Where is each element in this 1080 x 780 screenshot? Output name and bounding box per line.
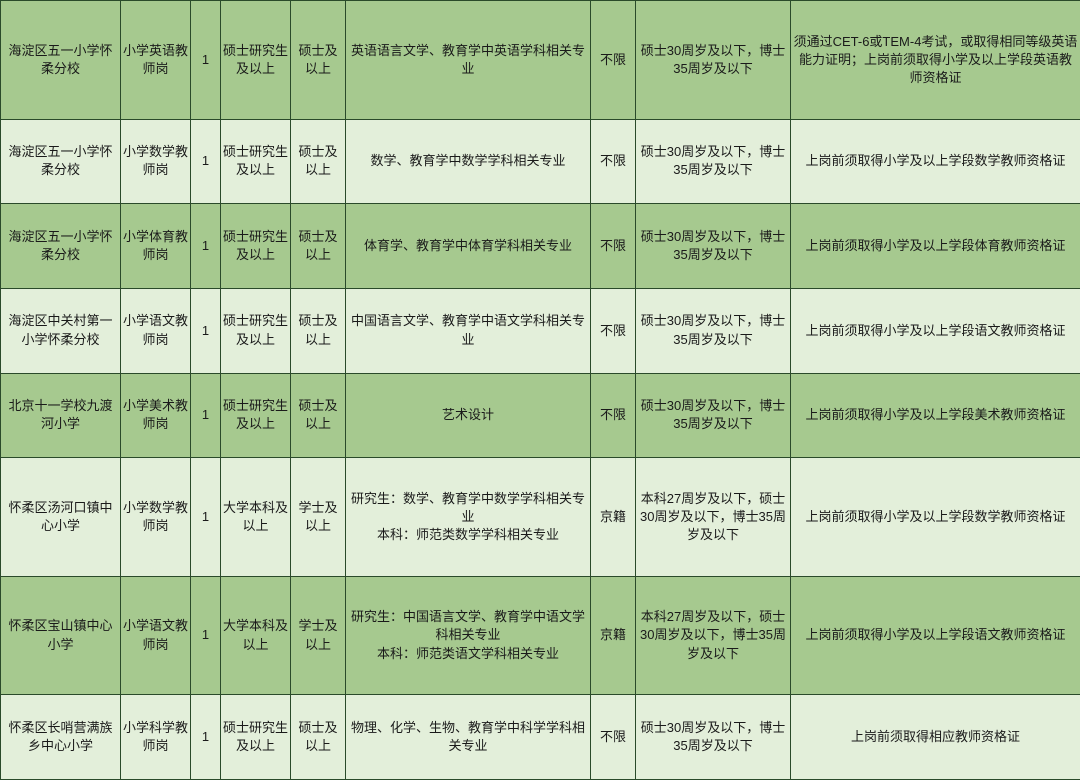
table-cell: 本科27周岁及以下，硕士30周岁及以下，博士35周岁及以下 <box>636 576 791 695</box>
table-cell: 京籍 <box>591 576 636 695</box>
table-cell: 大学本科及以上 <box>221 458 291 577</box>
table-cell: 不限 <box>591 119 636 204</box>
table-cell: 硕士研究生及以上 <box>221 288 291 373</box>
table-cell: 中国语言文学、教育学中语文学科相关专业 <box>346 288 591 373</box>
table-cell: 不限 <box>591 695 636 780</box>
table-row: 怀柔区宝山镇中心小学小学语文教师岗1大学本科及以上学士及以上研究生：中国语言文学… <box>1 576 1080 695</box>
table-cell: 1 <box>191 695 221 780</box>
table-cell: 硕士及以上 <box>291 695 346 780</box>
table-row: 怀柔区汤河口镇中心小学小学数学教师岗1大学本科及以上学士及以上研究生：数学、教育… <box>1 458 1080 577</box>
table-cell: 1 <box>191 373 221 458</box>
table-cell: 硕士及以上 <box>291 288 346 373</box>
table-cell: 1 <box>191 119 221 204</box>
table-row: 怀柔区长哨营满族乡中心小学小学科学教师岗1硕士研究生及以上硕士及以上物理、化学、… <box>1 695 1080 780</box>
table-cell: 大学本科及以上 <box>221 576 291 695</box>
table-cell: 须通过CET-6或TEM-4考试，或取得相同等级英语能力证明；上岗前须取得小学及… <box>791 1 1080 120</box>
table-cell: 京籍 <box>591 458 636 577</box>
table-cell: 上岗前须取得小学及以上学段数学教师资格证 <box>791 119 1080 204</box>
table-cell: 怀柔区长哨营满族乡中心小学 <box>1 695 121 780</box>
table-cell: 小学数学教师岗 <box>121 458 191 577</box>
table-cell: 硕士及以上 <box>291 373 346 458</box>
table-cell: 小学数学教师岗 <box>121 119 191 204</box>
table-cell: 怀柔区宝山镇中心小学 <box>1 576 121 695</box>
table-cell: 海淀区五一小学怀柔分校 <box>1 119 121 204</box>
table-cell: 小学英语教师岗 <box>121 1 191 120</box>
table-cell: 不限 <box>591 1 636 120</box>
table-cell: 上岗前须取得小学及以上学段体育教师资格证 <box>791 204 1080 289</box>
table-cell: 硕士30周岁及以下，博士35周岁及以下 <box>636 204 791 289</box>
table-cell: 上岗前须取得小学及以上学段语文教师资格证 <box>791 576 1080 695</box>
table-cell: 硕士30周岁及以下，博士35周岁及以下 <box>636 695 791 780</box>
table-cell: 1 <box>191 1 221 120</box>
table-cell: 硕士研究生及以上 <box>221 204 291 289</box>
table-cell: 艺术设计 <box>346 373 591 458</box>
table-cell: 硕士研究生及以上 <box>221 373 291 458</box>
table-cell: 上岗前须取得小学及以上学段数学教师资格证 <box>791 458 1080 577</box>
table-row: 海淀区中关村第一小学怀柔分校小学语文教师岗1硕士研究生及以上硕士及以上中国语言文… <box>1 288 1080 373</box>
table-row: 北京十一学校九渡河小学小学美术教师岗1硕士研究生及以上硕士及以上艺术设计不限硕士… <box>1 373 1080 458</box>
table-cell: 硕士及以上 <box>291 1 346 120</box>
recruitment-table: 海淀区五一小学怀柔分校小学英语教师岗1硕士研究生及以上硕士及以上英语语言文学、教… <box>0 0 1080 780</box>
table-cell: 硕士研究生及以上 <box>221 1 291 120</box>
table-cell: 学士及以上 <box>291 576 346 695</box>
table-cell: 小学语文教师岗 <box>121 576 191 695</box>
table-row: 海淀区五一小学怀柔分校小学英语教师岗1硕士研究生及以上硕士及以上英语语言文学、教… <box>1 1 1080 120</box>
table-row: 海淀区五一小学怀柔分校小学体育教师岗1硕士研究生及以上硕士及以上体育学、教育学中… <box>1 204 1080 289</box>
table-cell: 上岗前须取得小学及以上学段语文教师资格证 <box>791 288 1080 373</box>
table-cell: 物理、化学、生物、教育学中科学学科相关专业 <box>346 695 591 780</box>
table-cell: 本科27周岁及以下，硕士30周岁及以下，博士35周岁及以下 <box>636 458 791 577</box>
table-cell: 上岗前须取得小学及以上学段美术教师资格证 <box>791 373 1080 458</box>
table-cell: 1 <box>191 288 221 373</box>
table-cell: 硕士及以上 <box>291 119 346 204</box>
table-cell: 硕士30周岁及以下，博士35周岁及以下 <box>636 373 791 458</box>
table-cell: 硕士30周岁及以下，博士35周岁及以下 <box>636 119 791 204</box>
table-cell: 体育学、教育学中体育学科相关专业 <box>346 204 591 289</box>
table-cell: 不限 <box>591 204 636 289</box>
table-cell: 英语语言文学、教育学中英语学科相关专业 <box>346 1 591 120</box>
table-cell: 不限 <box>591 288 636 373</box>
table-cell: 怀柔区汤河口镇中心小学 <box>1 458 121 577</box>
table-cell: 硕士研究生及以上 <box>221 695 291 780</box>
table-cell: 硕士30周岁及以下，博士35周岁及以下 <box>636 288 791 373</box>
table-cell: 上岗前须取得相应教师资格证 <box>791 695 1080 780</box>
table-cell: 1 <box>191 458 221 577</box>
table-cell: 硕士研究生及以上 <box>221 119 291 204</box>
table-cell: 研究生：中国语言文学、教育学中语文学科相关专业本科：师范类语文学科相关专业 <box>346 576 591 695</box>
table-cell: 海淀区五一小学怀柔分校 <box>1 1 121 120</box>
table-row: 海淀区五一小学怀柔分校小学数学教师岗1硕士研究生及以上硕士及以上数学、教育学中数… <box>1 119 1080 204</box>
table-cell: 1 <box>191 576 221 695</box>
table-cell: 北京十一学校九渡河小学 <box>1 373 121 458</box>
table-cell: 海淀区中关村第一小学怀柔分校 <box>1 288 121 373</box>
table-cell: 数学、教育学中数学学科相关专业 <box>346 119 591 204</box>
table-cell: 硕士及以上 <box>291 204 346 289</box>
table-cell: 海淀区五一小学怀柔分校 <box>1 204 121 289</box>
table-cell: 不限 <box>591 373 636 458</box>
table-cell: 小学科学教师岗 <box>121 695 191 780</box>
table-cell: 小学语文教师岗 <box>121 288 191 373</box>
table-cell: 小学美术教师岗 <box>121 373 191 458</box>
table-cell: 小学体育教师岗 <box>121 204 191 289</box>
table-cell: 研究生：数学、教育学中数学学科相关专业本科：师范类数学学科相关专业 <box>346 458 591 577</box>
table-cell: 1 <box>191 204 221 289</box>
table-cell: 硕士30周岁及以下，博士35周岁及以下 <box>636 1 791 120</box>
table-cell: 学士及以上 <box>291 458 346 577</box>
